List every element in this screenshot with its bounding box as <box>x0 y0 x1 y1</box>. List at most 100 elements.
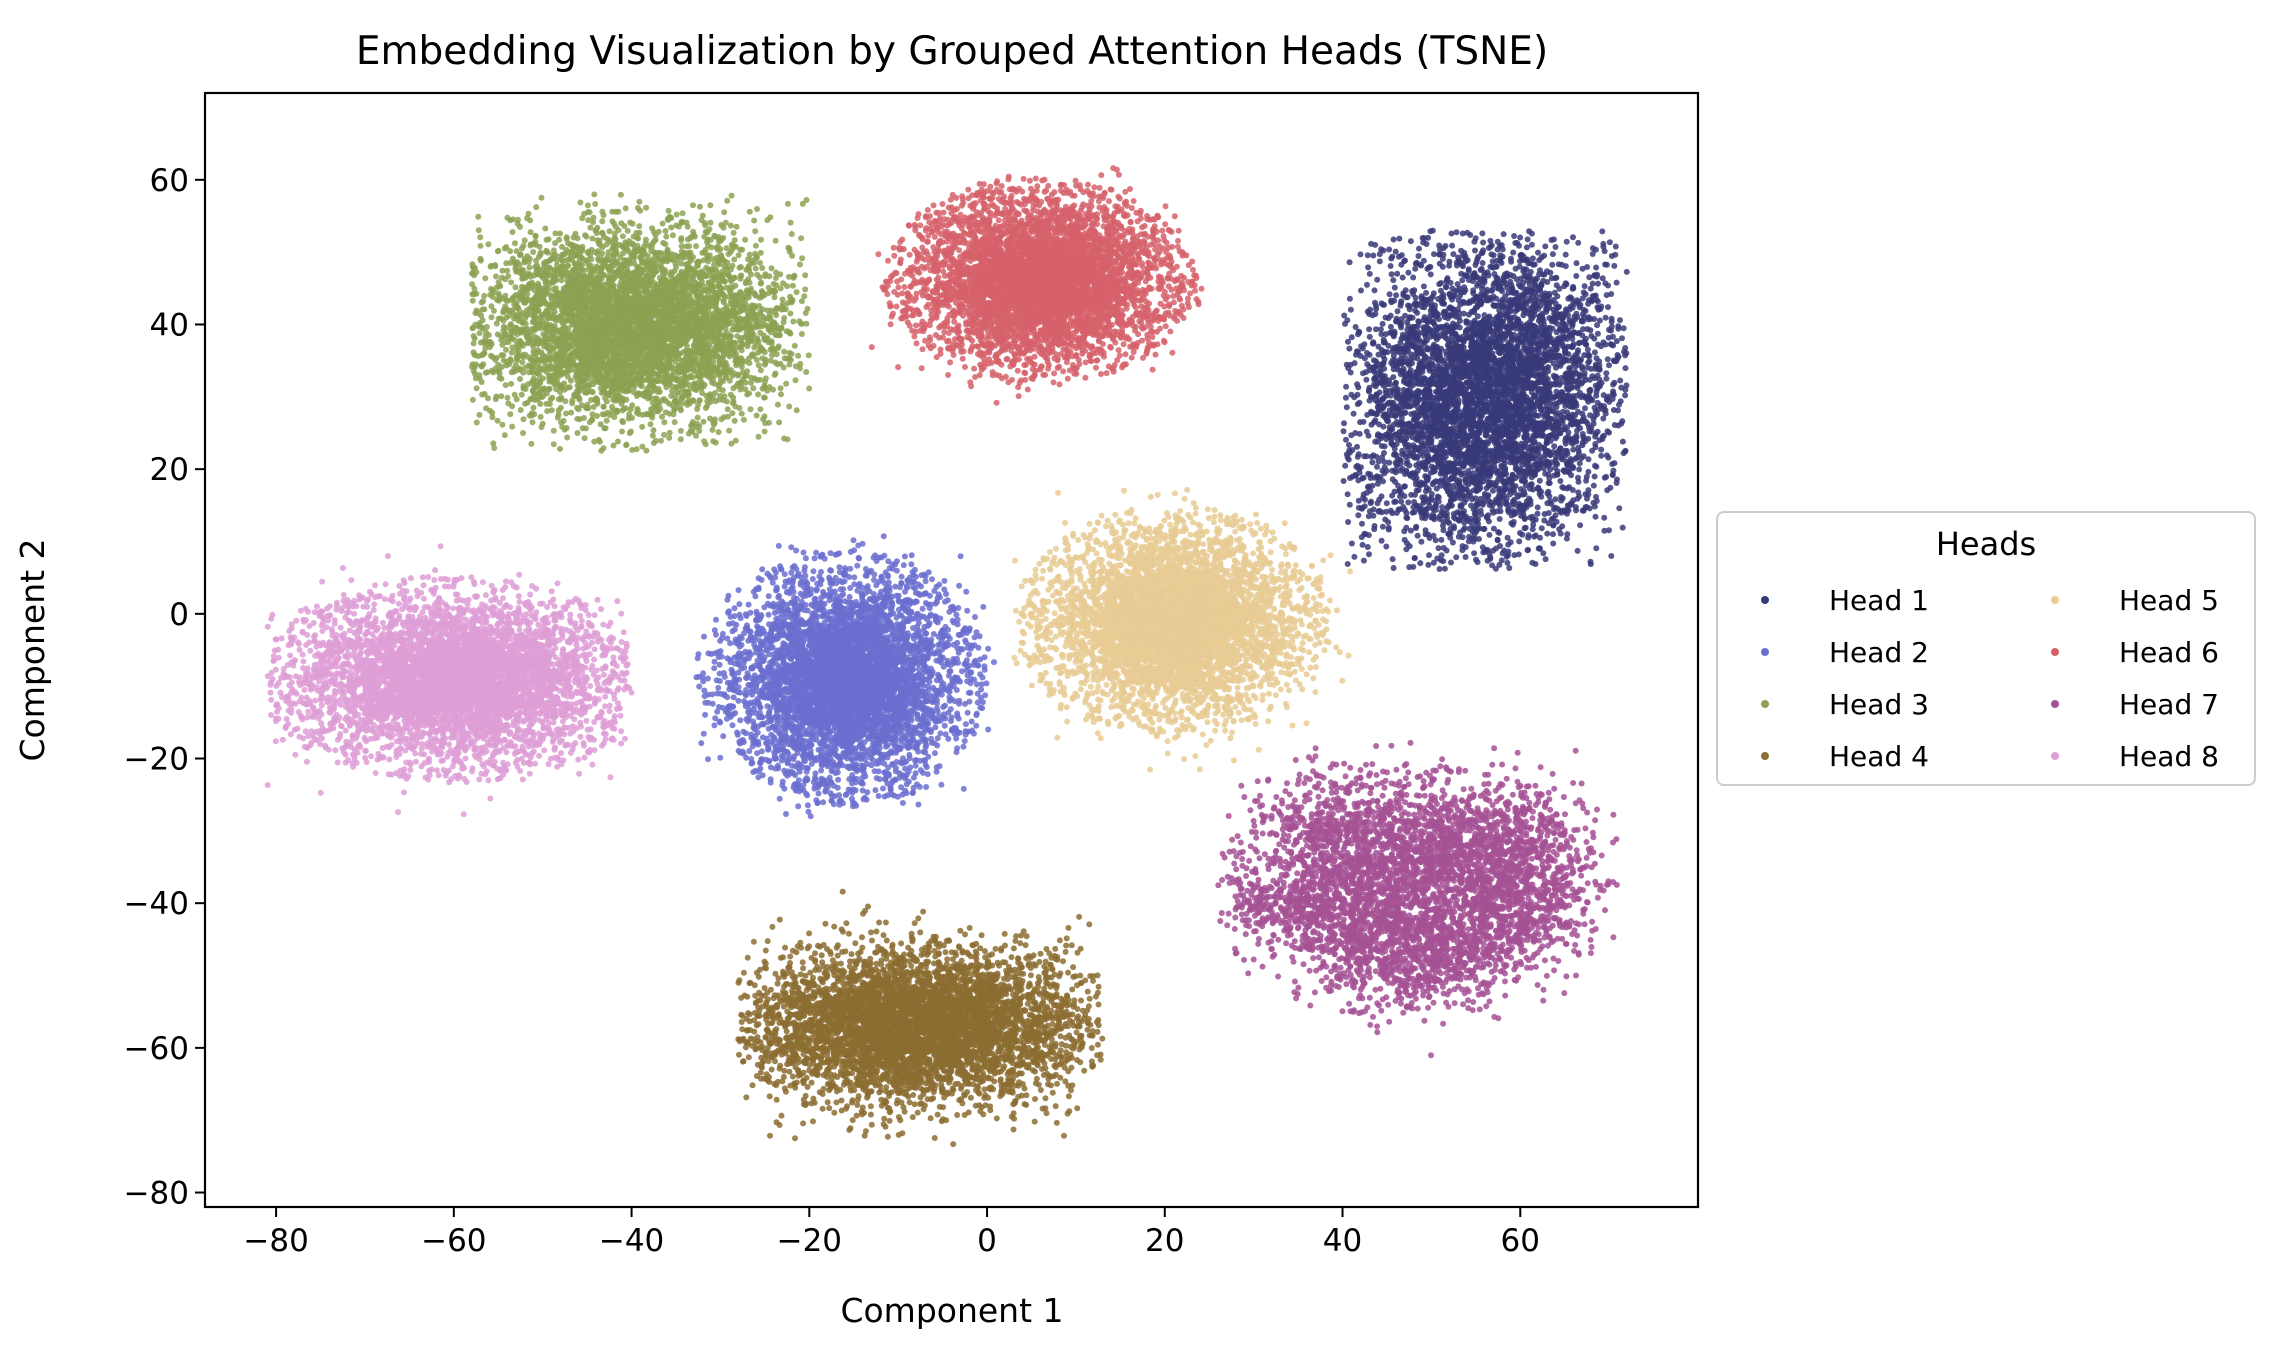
scatter-point <box>1613 358 1620 365</box>
scatter-point <box>1351 553 1358 560</box>
scatter-point <box>1424 346 1431 353</box>
scatter-point <box>1411 509 1418 516</box>
scatter-point <box>1546 475 1553 482</box>
scatter-point <box>1545 415 1551 421</box>
scatter-point <box>1355 512 1362 519</box>
scatter-point <box>1585 316 1592 323</box>
scatter-point <box>1347 369 1354 376</box>
scatter-point <box>1494 470 1501 477</box>
scatter-point <box>1579 311 1586 318</box>
scatter-point <box>1406 315 1413 322</box>
scatter-point <box>1563 238 1570 245</box>
scatter-point <box>1426 387 1433 394</box>
scatter-point <box>1378 493 1385 500</box>
scatter-point <box>1517 530 1523 536</box>
scatter-point <box>1440 518 1447 525</box>
scatter-point <box>1491 271 1498 277</box>
scatter-point <box>1573 260 1580 267</box>
scatter-point <box>1446 339 1452 346</box>
scatter-point <box>1591 473 1598 480</box>
scatter-point <box>1363 376 1370 383</box>
scatter-point <box>1368 410 1375 417</box>
scatter-point <box>1468 382 1475 389</box>
scatter-point <box>1479 230 1486 237</box>
scatter-point <box>1541 517 1548 524</box>
scatter-point <box>1491 413 1498 419</box>
scatter-point <box>1508 439 1515 446</box>
points-layer <box>264 165 1630 1148</box>
scatter-point <box>1425 531 1432 538</box>
scatter-point <box>1421 338 1428 345</box>
scatter-point <box>1496 485 1503 492</box>
scatter-point <box>1512 308 1519 315</box>
scatter-point <box>1372 241 1379 248</box>
scatter-point <box>1508 480 1515 487</box>
scatter-point <box>1585 359 1592 366</box>
scatter-point <box>1500 405 1507 412</box>
scatter-point <box>1472 274 1479 281</box>
scatter-point <box>1414 393 1421 400</box>
scatter-point <box>1457 428 1464 435</box>
scatter-point <box>1350 410 1357 417</box>
scatter-point <box>1366 508 1373 515</box>
scatter-point <box>1419 376 1426 383</box>
scatter-point <box>1468 348 1475 355</box>
scatter-point <box>1536 477 1543 484</box>
scatter-point <box>1359 541 1366 548</box>
scatter-point <box>1538 282 1545 289</box>
scatter-point <box>1431 516 1438 523</box>
scatter-point <box>1420 462 1427 469</box>
scatter-point <box>1398 324 1405 331</box>
scatter-point <box>1534 485 1541 492</box>
scatter-point <box>1616 505 1623 512</box>
scatter-point <box>1393 292 1400 299</box>
scatter-point <box>1595 381 1602 388</box>
scatter-point <box>1376 251 1383 258</box>
scatter-point <box>1448 230 1455 237</box>
scatter-point <box>1427 333 1434 340</box>
scatter-point <box>1342 462 1349 469</box>
scatter-point <box>1553 374 1559 381</box>
scatter-point <box>1408 491 1415 498</box>
scatter-point <box>1608 318 1615 325</box>
scatter-point <box>1383 500 1390 507</box>
scatter-point <box>1530 293 1537 300</box>
scatter-point <box>1472 235 1479 242</box>
scatter-point <box>1344 561 1351 567</box>
scatter-point <box>1396 506 1403 513</box>
scatter-point <box>1432 302 1438 309</box>
scatter-point <box>1500 276 1507 283</box>
scatter-point <box>1529 277 1536 284</box>
scatter-point <box>1421 326 1428 333</box>
scatter-point <box>1542 381 1548 388</box>
scatter-point <box>1503 343 1510 350</box>
scatter-point <box>1481 372 1488 379</box>
scatter-point <box>1498 557 1505 564</box>
scatter-point <box>1474 430 1481 437</box>
scatter-point <box>1593 392 1600 399</box>
scatter-point <box>1489 452 1496 459</box>
scatter-point <box>1442 377 1448 384</box>
scatter-point <box>1441 565 1448 572</box>
scatter-point <box>1371 419 1377 426</box>
scatter-point <box>1520 511 1527 518</box>
scatter-point <box>1425 379 1432 386</box>
scatter-point <box>1412 412 1419 419</box>
scatter-point <box>1483 354 1490 361</box>
scatter-point <box>1550 297 1557 303</box>
scatter-point <box>1525 546 1531 553</box>
scatter-point <box>1418 349 1425 356</box>
scatter-point <box>1358 287 1364 294</box>
scatter-point <box>1394 308 1401 315</box>
scatter-point <box>1546 290 1553 297</box>
scatter-point <box>1374 438 1381 445</box>
scatter-point <box>1507 395 1514 402</box>
scatter-point <box>1436 364 1443 371</box>
scatter-point <box>1540 357 1547 364</box>
scatter-point <box>1444 415 1451 422</box>
scatter-point <box>1438 420 1445 426</box>
scatter-point <box>1585 424 1592 431</box>
scatter-point <box>1381 450 1387 456</box>
scatter-point <box>1442 453 1449 460</box>
scatter-point <box>1544 530 1551 537</box>
